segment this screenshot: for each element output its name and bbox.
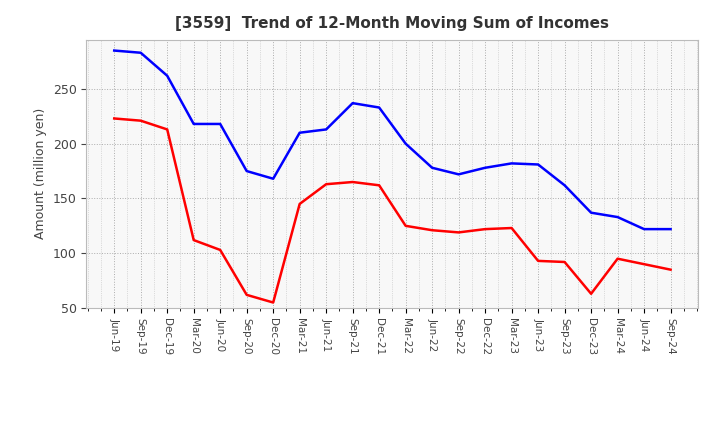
Line: Ordinary Income: Ordinary Income — [114, 51, 670, 229]
Ordinary Income — [375, 105, 384, 110]
Ordinary Income — [560, 183, 569, 188]
Net Income — [454, 230, 463, 235]
Net Income — [295, 201, 304, 206]
Net Income — [322, 182, 330, 187]
Ordinary Income — [322, 127, 330, 132]
Net Income — [269, 300, 277, 305]
Ordinary Income — [163, 73, 171, 78]
Ordinary Income — [428, 165, 436, 170]
Y-axis label: Amount (million yen): Amount (million yen) — [35, 108, 48, 239]
Ordinary Income — [508, 161, 516, 166]
Net Income — [163, 127, 171, 132]
Net Income — [136, 118, 145, 123]
Ordinary Income — [295, 130, 304, 136]
Line: Net Income: Net Income — [114, 118, 670, 303]
Net Income — [613, 256, 622, 261]
Net Income — [587, 291, 595, 297]
Ordinary Income — [454, 172, 463, 177]
Net Income — [666, 267, 675, 272]
Net Income — [481, 227, 490, 232]
Ordinary Income — [613, 214, 622, 220]
Ordinary Income — [534, 162, 542, 167]
Title: [3559]  Trend of 12-Month Moving Sum of Incomes: [3559] Trend of 12-Month Moving Sum of I… — [176, 16, 609, 32]
Ordinary Income — [587, 210, 595, 215]
Ordinary Income — [136, 50, 145, 55]
Net Income — [348, 180, 357, 185]
Net Income — [428, 227, 436, 233]
Net Income — [243, 292, 251, 297]
Ordinary Income — [216, 121, 225, 127]
Net Income — [534, 258, 542, 264]
Ordinary Income — [640, 227, 649, 232]
Ordinary Income — [348, 100, 357, 106]
Net Income — [110, 116, 119, 121]
Net Income — [401, 223, 410, 228]
Ordinary Income — [189, 121, 198, 127]
Net Income — [216, 247, 225, 253]
Net Income — [508, 225, 516, 231]
Ordinary Income — [110, 48, 119, 53]
Net Income — [189, 238, 198, 243]
Net Income — [560, 259, 569, 264]
Ordinary Income — [481, 165, 490, 170]
Ordinary Income — [269, 176, 277, 181]
Ordinary Income — [243, 169, 251, 174]
Net Income — [375, 183, 384, 188]
Ordinary Income — [666, 227, 675, 232]
Net Income — [640, 261, 649, 267]
Ordinary Income — [401, 141, 410, 147]
